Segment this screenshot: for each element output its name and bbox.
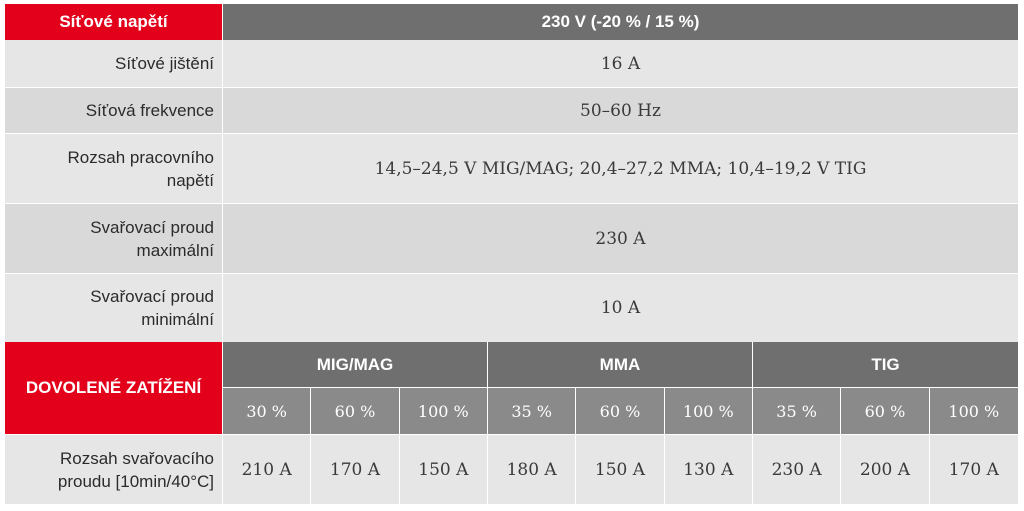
fuse-label: Síťové jištění [5,40,223,87]
working-voltage-label: Rozsah pracovního napětí [5,133,223,203]
duty-percent: 100 % [664,387,753,434]
label-line: minimální [141,310,214,329]
duty-percent: 100 % [929,387,1018,434]
group-mig-mag: MIG/MAG [223,342,488,387]
frequency-value: 50–60 Hz [223,87,1018,133]
duty-cycle-title: DOVOLENÉ ZATÍŽENÍ [5,342,223,434]
duty-percent: 60 % [576,387,665,434]
mains-voltage-value: 230 V (-20 % / 15 %) [223,4,1018,40]
label-line: proudu [10min/40°C] [57,471,214,491]
frequency-label: Síťová frekvence [5,87,223,133]
label-line: Rozsah svařovacího [59,448,214,468]
group-tig: TIG [752,342,1018,387]
mains-voltage-label: Síťové napětí [5,4,223,40]
duty-percent: 35 % [752,387,842,434]
duty-value: 170 A [929,434,1018,504]
working-voltage-value: 14,5–24,5 V MIG/MAG; 20,4–27,2 MMA; 10,4… [223,133,1018,203]
duty-value: 130 A [664,434,753,504]
header-row: Síťové napětí 230 V (-20 % / 15 %) [5,4,1018,40]
spec-row-frequency: Síťová frekvence 50–60 Hz [5,87,1018,133]
group-mma: MMA [487,342,753,387]
duty-value: 150 A [576,434,665,504]
current-min-label: Svařovací proud minimální [5,273,223,342]
duty-percent: 30 % [223,387,312,434]
spec-row-working-voltage: Rozsah pracovního napětí 14,5–24,5 V MIG… [5,133,1018,203]
current-min-value: 10 A [223,273,1018,342]
duty-percent-row: 30 % 60 % 100 % 35 % 60 % 100 % 35 % 60 … [5,387,1018,434]
spec-row-fuse: Síťové jištění 16 A [5,40,1018,87]
duty-value: 170 A [311,434,400,504]
spec-table: Síťové napětí 230 V (-20 % / 15 %) Síťov… [5,4,1018,504]
label-line: maximální [136,240,214,260]
duty-group-row: DOVOLENÉ ZATÍŽENÍ MIG/MAG MMA TIG [5,342,1018,434]
duty-percent: 100 % [399,387,488,434]
welding-current-range-label: Rozsah svařovacího proudu [10min/40°C] [5,434,223,504]
duty-value: 150 A [399,434,488,504]
duty-percent: 35 % [487,387,577,434]
duty-percent: 60 % [841,387,930,434]
label-line: napětí [166,170,214,190]
label-line: Svařovací proud [90,287,214,306]
label-line: Svařovací proud [90,217,214,237]
duty-value: 230 A [752,434,842,504]
spec-row-current-max: Svařovací proud maximální 230 A [5,203,1018,273]
fuse-value: 16 A [223,40,1018,87]
duty-value: 200 A [841,434,930,504]
current-max-value: 230 A [223,203,1018,273]
current-max-label: Svařovací proud maximální [5,203,223,273]
duty-values-row: Rozsah svařovacího proudu [10min/40°C] 2… [5,434,1018,504]
label-line: Rozsah pracovního [67,147,214,167]
spec-row-current-min: Svařovací proud minimální 10 A [5,273,1018,342]
duty-value: 180 A [487,434,577,504]
duty-percent: 60 % [311,387,400,434]
duty-value: 210 A [223,434,312,504]
